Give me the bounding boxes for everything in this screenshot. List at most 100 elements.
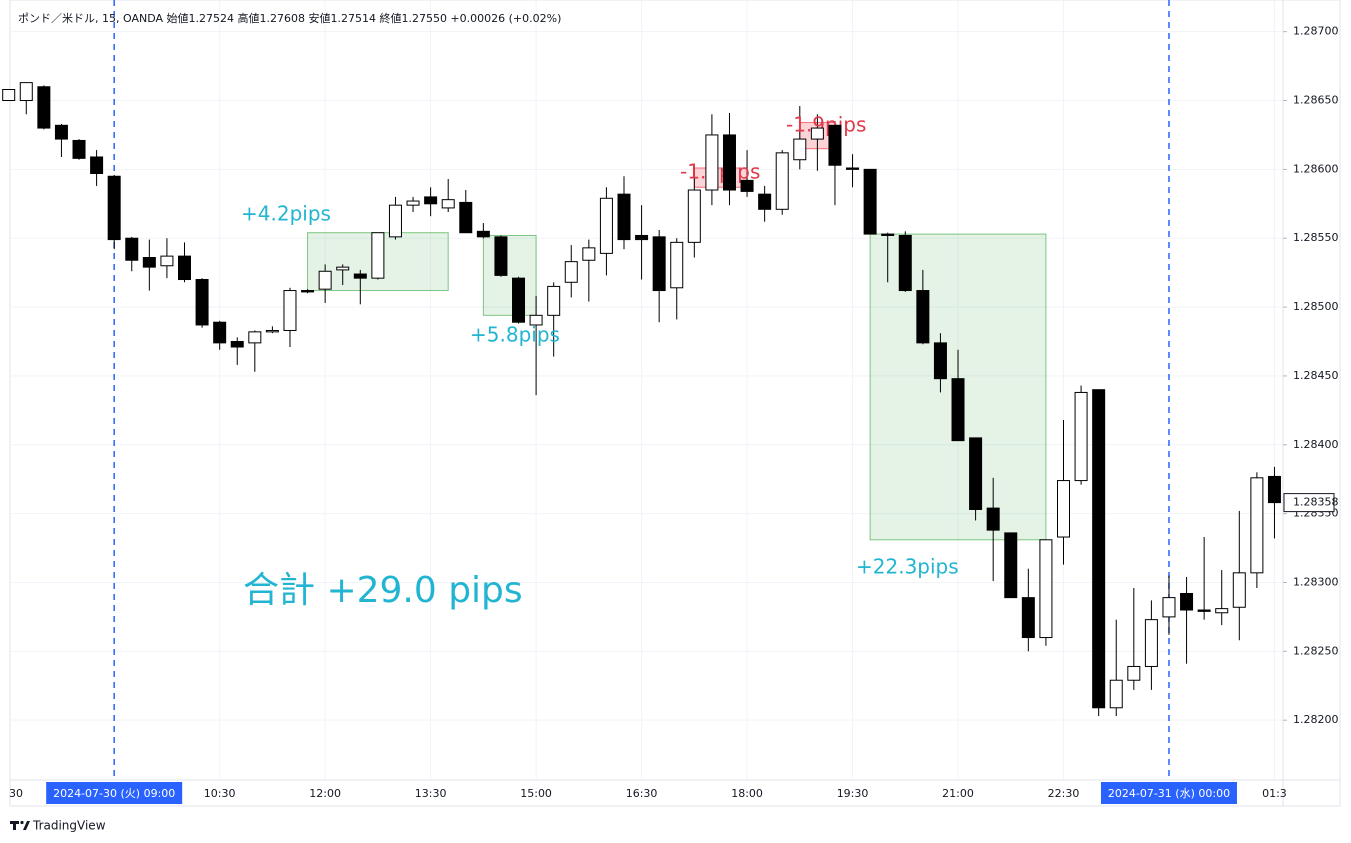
time-badge [1100, 782, 1237, 804]
candle-body [248, 331, 262, 344]
candle-body [933, 342, 947, 380]
candle-body [617, 193, 631, 241]
candle-body [265, 329, 279, 333]
candle-body [670, 241, 684, 289]
candle-body [1004, 532, 1018, 599]
candle-body [37, 86, 51, 129]
y-tick-label: 1.28550 [1293, 231, 1339, 244]
candle-body [1144, 619, 1158, 667]
candle-body [916, 290, 930, 344]
candle-body [599, 197, 613, 254]
candle-body [687, 189, 701, 243]
candle-body [828, 124, 842, 166]
candle-body [898, 234, 912, 292]
x-tick-label: 18:00 [731, 787, 763, 800]
x-tick-label: 2024-07-31 (水) 00:00 [1108, 787, 1230, 800]
candle-body [512, 277, 526, 323]
candle-body [793, 138, 807, 161]
candle-body [652, 236, 666, 292]
candle-body [1162, 597, 1176, 618]
candle-body [1127, 665, 1141, 681]
candle-body [213, 321, 227, 344]
candle-body [1021, 597, 1035, 639]
candle-body [178, 255, 191, 281]
position-label: +4.2pips [241, 202, 331, 226]
y-tick-label: 1.28400 [1293, 438, 1339, 451]
y-tick-label: 1.28600 [1293, 162, 1339, 175]
candle-body [1057, 480, 1070, 538]
y-tick-label: 1.28300 [1293, 575, 1339, 588]
candle-body [951, 378, 965, 442]
y-tick-label: 1.28650 [1293, 94, 1339, 107]
candle-body [406, 200, 420, 206]
candle-body [635, 234, 649, 241]
position-label: -1.9pips [786, 113, 866, 137]
candle-body [758, 193, 772, 210]
y-tick-label: 1.28700 [1293, 25, 1339, 38]
candle-body [846, 167, 860, 170]
candle-body [353, 273, 367, 279]
candle-body [371, 232, 385, 279]
candle-body [388, 204, 402, 238]
candle-body [1039, 539, 1053, 639]
candle-body [72, 139, 86, 159]
x-tick-label: 19:30 [837, 787, 869, 800]
candle-body [142, 256, 156, 268]
candle-body [1250, 477, 1264, 574]
y-tick-label: 1.28500 [1293, 300, 1339, 313]
x-tick-label: 15:00 [520, 787, 552, 800]
time-badge [46, 782, 183, 804]
x-tick-label: 01:3 [1262, 787, 1287, 800]
last-price-label: 1.28358 [1293, 496, 1339, 509]
candle-body [494, 236, 508, 276]
candle-body [424, 196, 438, 205]
last-price-tag [1283, 493, 1335, 513]
candle-body [1074, 391, 1088, 482]
candle-body [336, 266, 350, 271]
watermark: TradingView [32, 819, 106, 833]
candle-body [195, 279, 209, 326]
candle-body [547, 285, 561, 316]
candle-body [54, 124, 68, 140]
candle-body [459, 201, 473, 234]
candle-body [1092, 389, 1106, 709]
candle-body [582, 247, 596, 261]
legend-text: ポンド／米ドル, 15, OANDA 始値1.27524 高値1.27608 安… [18, 11, 561, 25]
position-label: -1.4pips [680, 160, 760, 184]
candle-body [1197, 609, 1211, 612]
candle-body [2, 89, 16, 102]
candle-body [986, 507, 1000, 531]
candle-body [476, 230, 490, 238]
candle-body [1267, 475, 1281, 504]
x-tick-label: 21:00 [942, 787, 974, 800]
candle-body [969, 437, 983, 510]
candle-body [230, 340, 244, 348]
y-tick-label: 1.28450 [1293, 369, 1339, 382]
candle-body [90, 156, 104, 175]
summary: 合計 +29.0 pips [243, 570, 523, 611]
candle-body [107, 175, 121, 241]
candle-body [1180, 592, 1194, 611]
candle-body [1215, 608, 1229, 614]
candle-body [125, 237, 139, 261]
y-tick-label: 1.28200 [1293, 713, 1339, 726]
candle-body [810, 127, 824, 140]
frame [9, 0, 1341, 807]
candle-body [19, 82, 33, 102]
position-box [482, 234, 537, 316]
candle-body [301, 290, 315, 293]
candle-body [529, 314, 543, 326]
candle-body [283, 290, 297, 331]
candle-body [705, 134, 719, 191]
candle-body [441, 199, 455, 209]
logo [10, 820, 30, 830]
x-tick-label: 10:30 [204, 787, 236, 800]
candle-body [722, 134, 736, 191]
candle-body [863, 168, 877, 235]
candle-body [1232, 572, 1246, 608]
candle-body [160, 255, 174, 267]
position-label: +22.3pips [856, 555, 959, 579]
candle-body [318, 270, 332, 290]
